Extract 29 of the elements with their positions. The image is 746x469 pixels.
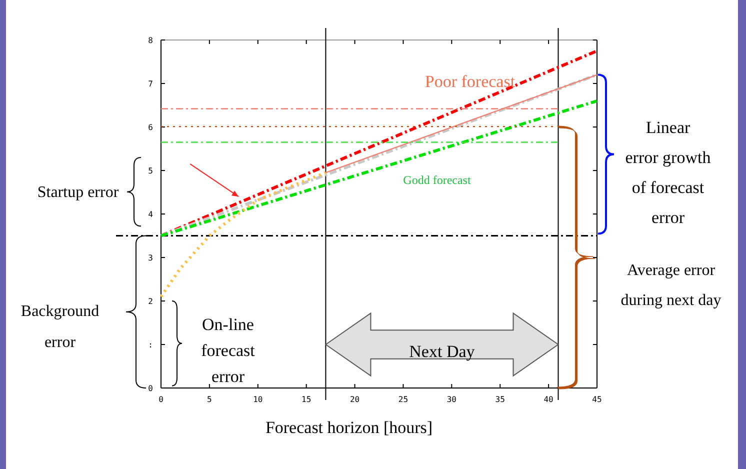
line-series xyxy=(160,171,328,298)
y-tick-label: 7 xyxy=(148,80,154,88)
y-tick-label: 8 xyxy=(148,36,154,45)
text: Linear error growth of forecast error xyxy=(625,118,712,227)
x-axis-title: Forecast horizon [hours] xyxy=(265,418,433,437)
x-tick-label: 20 xyxy=(350,395,360,404)
text: Background error xyxy=(20,303,100,351)
x-tick-label: 5 xyxy=(207,395,212,404)
y-tick-label: 2 xyxy=(148,297,154,306)
y-tick-label: 4 xyxy=(148,210,154,219)
x-tick-label: 35 xyxy=(495,395,506,404)
annotation: On-line forecast error xyxy=(201,315,256,386)
y-tick-label: 6 xyxy=(148,123,154,132)
x-tick-label: 45 xyxy=(592,395,602,404)
annotation: Godd forecast xyxy=(403,173,472,187)
x-tick-label: 40 xyxy=(544,395,554,404)
annotation: Poor forecast xyxy=(424,72,516,91)
x-tick-label: 25 xyxy=(398,395,408,404)
text: Startup error xyxy=(37,184,120,201)
x-tick-label: 0 xyxy=(158,395,164,404)
x-tick-label: 15 xyxy=(302,395,312,404)
text: Average error during next day xyxy=(620,262,722,309)
y-tick-label: 3 xyxy=(148,254,154,262)
annotation: Next Day xyxy=(409,342,476,361)
x-tick-label: 10 xyxy=(253,395,263,404)
y-tick-label: 0 xyxy=(148,384,154,393)
y-tick-label: 5 xyxy=(148,166,154,176)
y-tick-label: : xyxy=(148,340,153,350)
x-tick-label: 30 xyxy=(446,395,457,404)
